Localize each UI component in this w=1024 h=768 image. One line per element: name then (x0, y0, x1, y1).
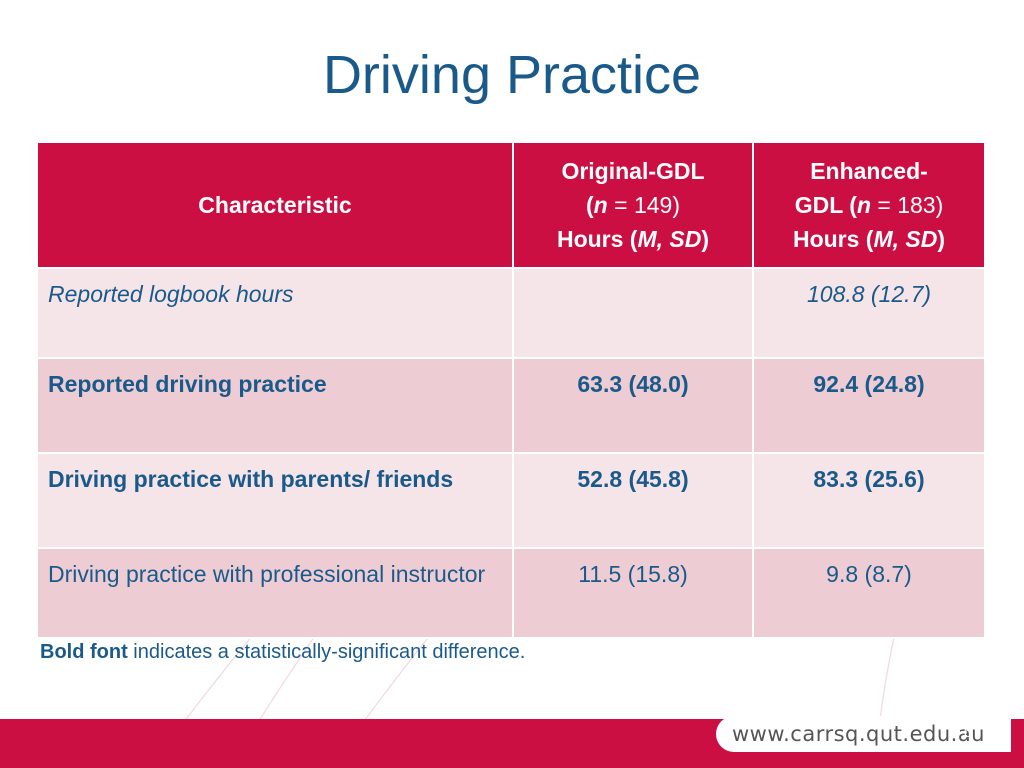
row-label: Driving practice with professional instr… (36, 547, 514, 639)
slide-number: 6 (963, 724, 972, 741)
footer-url: www.carrsq.qut.edu.au (716, 716, 1011, 752)
row-original-value: 11.5 (15.8) (512, 547, 754, 639)
row-enhanced-value: 92.4 (24.8) (752, 357, 986, 454)
row-original-value: 63.3 (48.0) (512, 357, 754, 454)
table-header-row: Characteristic Original-GDL (n = 149) Ho… (36, 141, 986, 269)
row-label: Reported driving practice (36, 357, 514, 454)
driving-practice-table: Characteristic Original-GDL (n = 149) Ho… (36, 141, 986, 639)
header-characteristic: Characteristic (36, 141, 514, 269)
slide-title: Driving Practice (322, 45, 702, 105)
footnote-text: indicates a statistically-significant di… (127, 641, 526, 663)
table-row: Driving practice with professional instr… (36, 547, 986, 639)
row-enhanced-value: 108.8 (12.7) (752, 267, 986, 359)
table-row: Driving practice with parents/ friends 5… (36, 452, 986, 549)
header-original-gdl: Original-GDL (n = 149) Hours (M, SD) (512, 141, 754, 269)
row-enhanced-value: 9.8 (8.7) (752, 547, 986, 639)
row-label: Driving practice with parents/ friends (36, 452, 514, 549)
table-row: Reported driving practice 63.3 (48.0) 92… (36, 357, 986, 454)
header-enhanced-gdl: Enhanced- GDL (n = 183) Hours (M, SD) (752, 141, 986, 269)
row-original-value (512, 267, 754, 359)
row-original-value: 52.8 (45.8) (512, 452, 754, 549)
row-label: Reported logbook hours (36, 267, 514, 359)
footnote-bold: Bold font (40, 641, 128, 663)
table-row: Reported logbook hours 108.8 (12.7) (36, 267, 986, 359)
row-enhanced-value: 83.3 (25.6) (752, 452, 986, 549)
footnote: Bold font indicates a statistically-sign… (40, 641, 525, 664)
